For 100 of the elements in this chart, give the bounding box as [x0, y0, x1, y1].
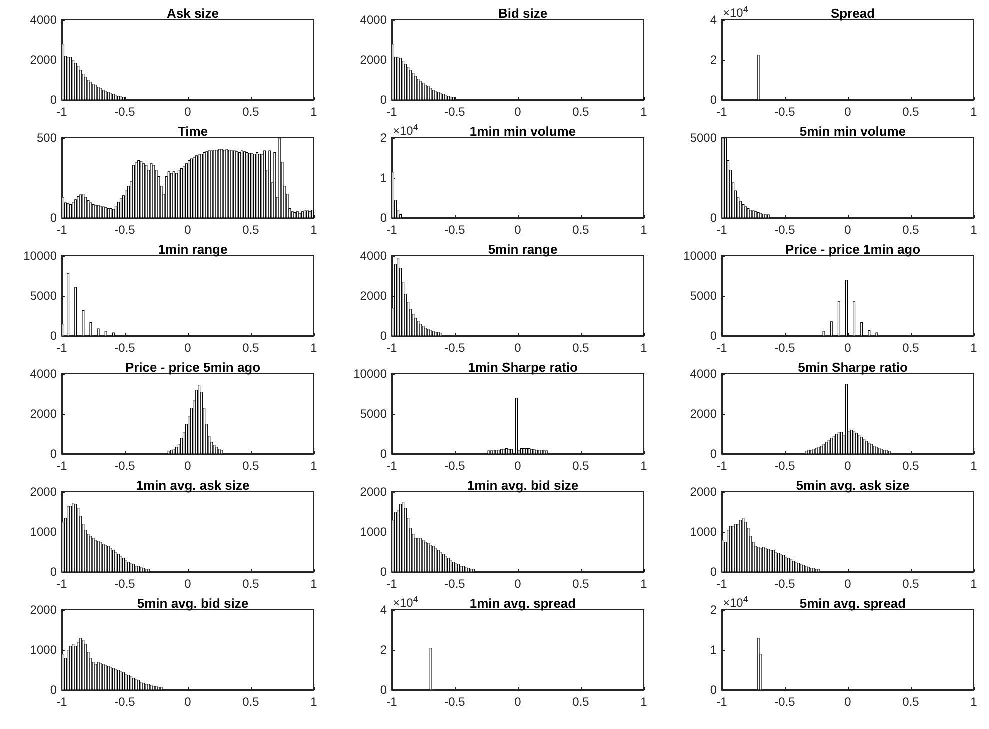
y-tick-label: 0 — [50, 683, 58, 697]
x-tick-label: 1 — [970, 341, 978, 355]
x-tick-label: -0.5 — [444, 223, 466, 237]
y-tick-label: 1 — [380, 171, 388, 185]
y-tick-label: 5000 — [30, 289, 58, 303]
x-tick-label: 0 — [844, 577, 852, 591]
y-tick-label: 1000 — [30, 643, 58, 657]
y-tick-label: 2000 — [30, 53, 58, 67]
chart-title: 1min avg. bid size — [467, 478, 579, 493]
x-tick-label: 1 — [310, 695, 318, 709]
x-tick-label: -1 — [56, 577, 68, 591]
chart-title: Bid size — [498, 6, 548, 21]
x-tick-label: -0.5 — [114, 577, 136, 591]
x-tick-label: 0 — [844, 695, 852, 709]
x-tick-label: 0 — [184, 577, 192, 591]
x-tick-label: -0.5 — [444, 695, 466, 709]
x-tick-label: -1 — [716, 577, 728, 591]
x-tick-label: 0.5 — [242, 695, 260, 709]
x-tick-label: 0 — [184, 223, 192, 237]
chart-title: 5min range — [488, 242, 558, 257]
y-tick-label: 1000 — [690, 525, 718, 539]
y-tick-label: 0 — [50, 211, 58, 225]
chart-title: 1min avg. ask size — [136, 478, 250, 493]
x-tick-label: 1 — [640, 459, 648, 473]
x-tick-label: -1 — [56, 459, 68, 473]
y-tick-label: 2000 — [360, 289, 388, 303]
y-tick-label: 0 — [710, 211, 718, 225]
x-tick-label: -1 — [386, 105, 398, 119]
y-tick-label: 2 — [380, 643, 388, 657]
x-tick-label: 1 — [640, 341, 648, 355]
x-tick-label: 0 — [844, 105, 852, 119]
y-tick-label: 2000 — [690, 485, 718, 499]
chart-title: Time — [178, 124, 208, 139]
x-tick-label: 0 — [844, 341, 852, 355]
x-tick-label: -0.5 — [774, 695, 796, 709]
x-tick-label: 0 — [514, 695, 522, 709]
y-tick-label: 0 — [380, 447, 388, 461]
x-tick-label: -1 — [56, 341, 68, 355]
y-tick-label: 2 — [710, 53, 718, 67]
x-tick-label: -1 — [386, 695, 398, 709]
x-tick-label: -0.5 — [444, 577, 466, 591]
y-tick-label: 0 — [710, 93, 718, 107]
y-tick-label: 0 — [50, 565, 58, 579]
y-tick-label: 5000 — [690, 289, 718, 303]
y-tick-label: 2000 — [30, 407, 58, 421]
x-tick-label: -0.5 — [444, 105, 466, 119]
x-tick-label: -0.5 — [114, 341, 136, 355]
y-tick-label: 2 — [380, 131, 388, 145]
x-tick-label: 0 — [514, 105, 522, 119]
x-tick-label: -1 — [716, 695, 728, 709]
chart-title: 5min avg. bid size — [137, 596, 249, 611]
x-tick-label: 1 — [310, 341, 318, 355]
y-tick-label: 4000 — [30, 13, 58, 27]
chart-title: 5min avg. ask size — [796, 478, 910, 493]
x-tick-label: 0.5 — [902, 223, 920, 237]
y-tick-label: 0 — [710, 329, 718, 343]
x-tick-label: 0.5 — [572, 577, 590, 591]
x-tick-label: -1 — [716, 341, 728, 355]
x-tick-label: 0 — [184, 459, 192, 473]
chart-title: 1min Sharpe ratio — [468, 360, 578, 375]
x-tick-label: 0.5 — [242, 459, 260, 473]
x-tick-label: 0.5 — [242, 105, 260, 119]
x-tick-label: -1 — [56, 223, 68, 237]
y-tick-label: 500 — [36, 131, 58, 145]
y-tick-label: 4000 — [30, 367, 58, 381]
x-tick-label: 0 — [184, 341, 192, 355]
y-tick-label: 1000 — [30, 525, 58, 539]
x-tick-label: 1 — [310, 105, 318, 119]
x-tick-label: -1 — [386, 341, 398, 355]
x-tick-label: 0 — [844, 459, 852, 473]
y-tick-label: 0 — [380, 683, 388, 697]
x-tick-label: 0.5 — [572, 459, 590, 473]
x-tick-label: 0.5 — [242, 223, 260, 237]
x-tick-label: 0.5 — [572, 695, 590, 709]
x-tick-label: 0 — [184, 695, 192, 709]
x-tick-label: 1 — [310, 577, 318, 591]
x-tick-label: -0.5 — [114, 105, 136, 119]
x-tick-label: 0.5 — [902, 577, 920, 591]
x-tick-label: 1 — [640, 105, 648, 119]
y-tick-label: 2000 — [360, 485, 388, 499]
x-tick-label: 1 — [310, 459, 318, 473]
x-tick-label: 0.5 — [902, 341, 920, 355]
chart-title: Ask size — [166, 6, 220, 21]
x-tick-label: 0 — [184, 105, 192, 119]
x-tick-label: 1 — [310, 223, 318, 237]
x-tick-label: 0.5 — [902, 459, 920, 473]
x-tick-label: 0.5 — [242, 341, 260, 355]
x-tick-label: -0.5 — [444, 341, 466, 355]
x-tick-label: -1 — [716, 223, 728, 237]
x-tick-label: -1 — [56, 695, 68, 709]
y-tick-label: 10000 — [684, 249, 718, 263]
y-tick-label: 2000 — [690, 407, 718, 421]
x-tick-label: -0.5 — [774, 341, 796, 355]
x-tick-label: 0 — [514, 223, 522, 237]
x-tick-label: -1 — [716, 105, 728, 119]
chart-title: 1min avg. spread — [470, 596, 576, 611]
x-tick-label: 0.5 — [572, 223, 590, 237]
x-tick-label: -0.5 — [774, 223, 796, 237]
y-tick-label: 4 — [380, 603, 388, 617]
x-tick-label: -1 — [386, 577, 398, 591]
